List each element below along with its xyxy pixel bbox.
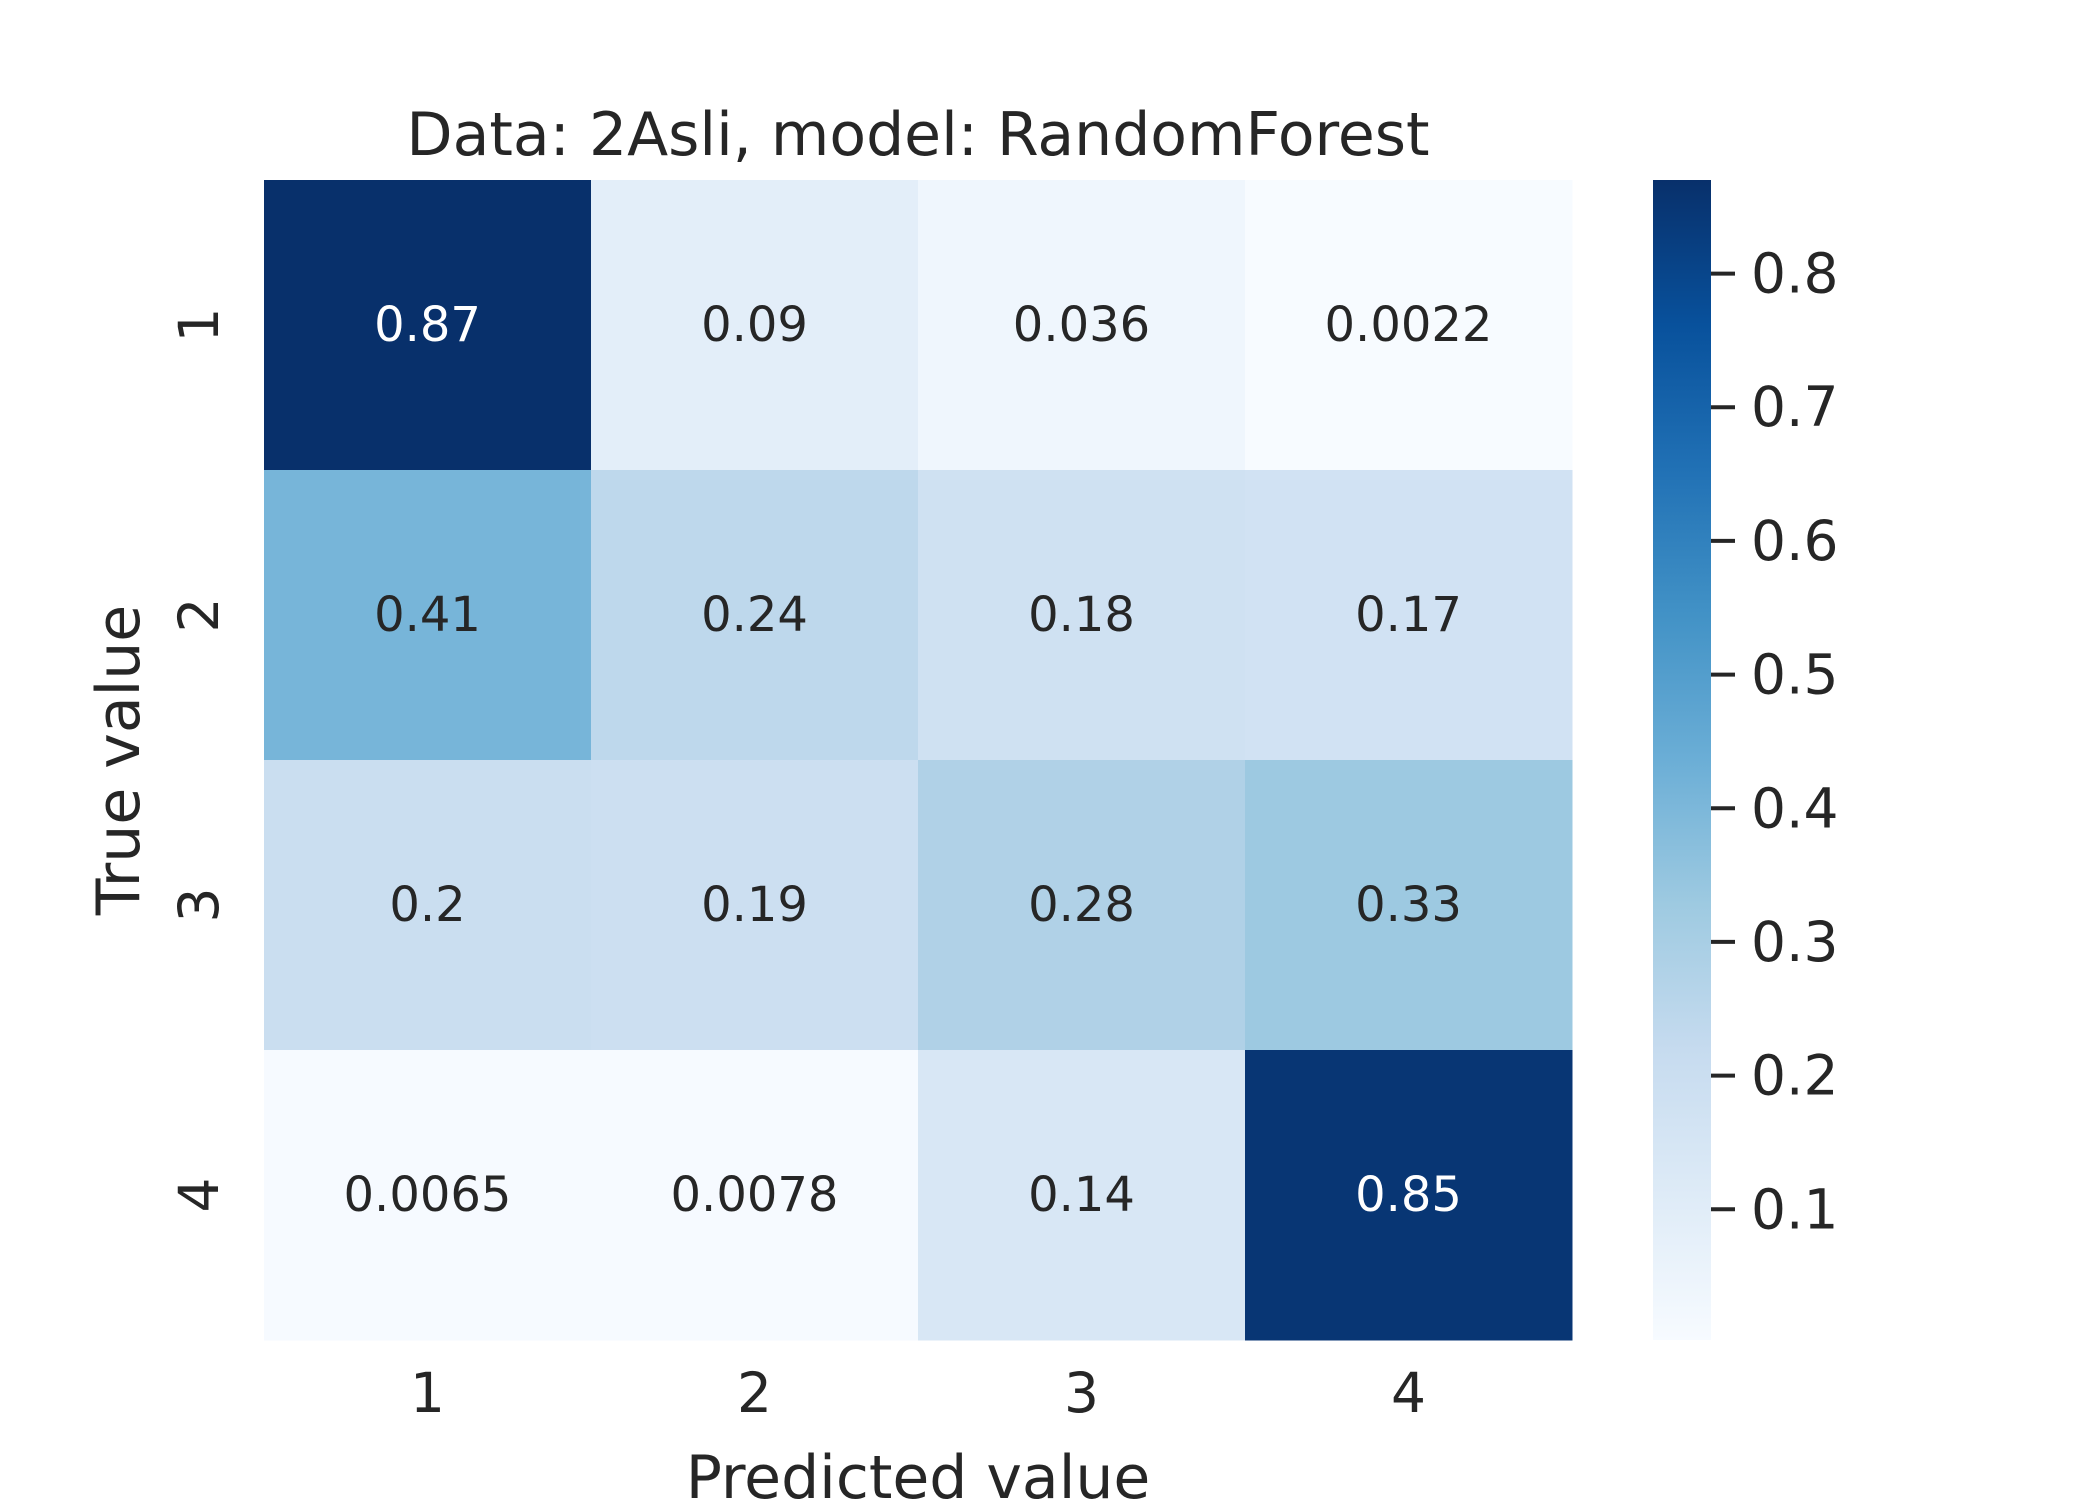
heatmap-cell-r4-c1 — [264, 1050, 592, 1341]
heatmap-cell-r1-c4 — [1245, 180, 1573, 471]
cell-label-r1-c4: 0.0022 — [1325, 297, 1493, 353]
heatmap-cell-r1-c2 — [591, 180, 919, 471]
cell-label-r1-c1: 0.87 — [374, 297, 481, 353]
chart-title: Data: 2Asli, model: RandomForest — [406, 100, 1429, 170]
colorbar-tick-label-0.6: 0.6 — [1751, 509, 1838, 573]
cell-label-r3-c3: 0.28 — [1028, 877, 1135, 933]
cell-label-r4-c2: 0.0078 — [671, 1167, 839, 1223]
heatmap-cell-r3-c1 — [264, 760, 592, 1051]
colorbar-tick-label-0.2: 0.2 — [1751, 1044, 1838, 1108]
y-axis-ticks: 1 2 3 4 — [167, 308, 231, 1213]
y-tick-label-1: 1 — [167, 308, 231, 343]
colorbar-tick-label-0.3: 0.3 — [1751, 910, 1838, 974]
cell-label-r4-c3: 0.14 — [1028, 1167, 1135, 1223]
x-tick-label-4: 4 — [1391, 1361, 1426, 1425]
heatmap-cell-r1-c1 — [264, 180, 592, 471]
heatmap-cell-r1-c3 — [918, 180, 1246, 471]
colorbar-tick-label-0.8: 0.8 — [1751, 242, 1838, 306]
heatmap-cell-labels: 0.87 0.09 0.036 0.0022 0.41 0.24 0.18 0.17 0.2 0.… — [344, 297, 1493, 1223]
cell-label-r2-c2: 0.24 — [701, 587, 808, 643]
heatmap-cell-r3-c4 — [1245, 760, 1573, 1051]
cell-label-r2-c1: 0.41 — [374, 587, 481, 643]
colorbar-tick-label-0.7: 0.7 — [1751, 375, 1838, 439]
colorbar — [1653, 180, 1711, 1340]
heatmap-cell-r2-c3 — [918, 470, 1246, 761]
heatmap-cell-r2-c2 — [591, 470, 919, 761]
x-tick-label-2: 2 — [737, 1361, 772, 1425]
cell-label-r1-c2: 0.09 — [701, 297, 808, 353]
cell-label-r3-c2: 0.19 — [701, 877, 808, 933]
heatmap-cell-r3-c3 — [918, 760, 1246, 1051]
y-tick-label-2: 2 — [167, 598, 231, 633]
cell-label-r4-c1: 0.0065 — [344, 1167, 512, 1223]
colorbar-tick-label-0.4: 0.4 — [1751, 776, 1838, 840]
colorbar-tick-label-0.1: 0.1 — [1751, 1177, 1838, 1241]
heatmap-cell-r2-c4 — [1245, 470, 1573, 761]
y-axis-label: True value — [84, 605, 154, 916]
cell-label-r3-c4: 0.33 — [1355, 877, 1462, 933]
cell-label-r1-c3: 0.036 — [1013, 297, 1150, 353]
heatmap-cell-r4-c2 — [591, 1050, 919, 1341]
cell-label-r2-c4: 0.17 — [1355, 587, 1462, 643]
heatmap-cell-r4-c3 — [918, 1050, 1246, 1341]
heatmap-cell-r3-c2 — [591, 760, 919, 1051]
colorbar-tick-label-0.5: 0.5 — [1751, 643, 1838, 707]
heatmap-cell-r2-c1 — [264, 470, 592, 761]
y-tick-label-4: 4 — [167, 1178, 231, 1213]
x-axis-ticks: 1 2 3 4 — [410, 1361, 1426, 1425]
cell-label-r4-c4: 0.85 — [1355, 1167, 1462, 1223]
x-tick-label-1: 1 — [410, 1361, 445, 1425]
heatmap-cell-r4-c4 — [1245, 1050, 1573, 1341]
x-axis-label: Predicted value — [686, 1443, 1151, 1500]
colorbar-ticks: 0.1 0.2 0.3 0.4 0.5 0.6 0.7 0.8 — [1711, 242, 1838, 1241]
y-tick-label-3: 3 — [167, 888, 231, 923]
x-tick-label-3: 3 — [1064, 1361, 1099, 1425]
heatmap-cells — [264, 180, 1573, 1341]
cell-label-r3-c1: 0.2 — [389, 877, 465, 933]
cell-label-r2-c3: 0.18 — [1028, 587, 1135, 643]
